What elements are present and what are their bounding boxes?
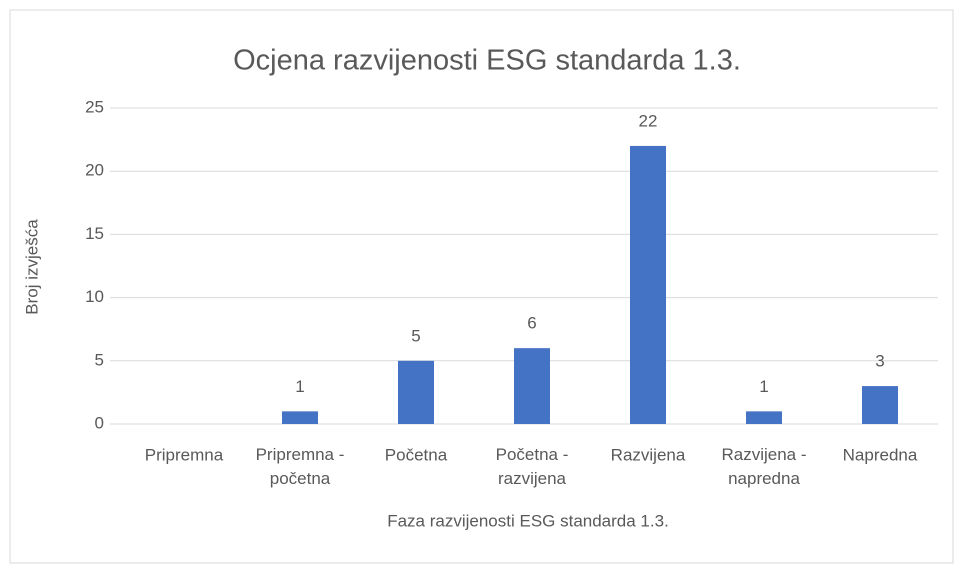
y-tick-label: 15 — [85, 224, 104, 243]
data-label: 22 — [639, 111, 658, 130]
x-tick-label: Početna — [385, 445, 448, 464]
x-tick-label: Pripremna -početna — [256, 445, 345, 488]
bar — [282, 411, 318, 424]
chart-border — [9, 9, 954, 564]
data-label: 3 — [875, 352, 884, 371]
bar — [514, 348, 550, 424]
y-tick-label: 10 — [85, 287, 104, 306]
data-label: 5 — [411, 326, 420, 345]
x-tick-label: Razvijena — [611, 445, 686, 464]
x-axis-title: Faza razvijenosti ESG standarda 1.3. — [387, 511, 669, 530]
data-label: 1 — [759, 377, 768, 396]
y-axis-title: Broj izvješća — [22, 219, 41, 315]
bar — [862, 386, 898, 424]
bar — [398, 360, 434, 424]
data-label: 6 — [527, 314, 536, 333]
y-tick-label: 25 — [85, 97, 104, 116]
x-tick-label: Napredna — [843, 445, 918, 464]
x-tick-label: Razvijena -napredna — [721, 445, 806, 488]
y-tick-label: 0 — [95, 413, 104, 432]
x-tick-label: Početna -razvijena — [496, 445, 569, 488]
y-tick-label: 20 — [85, 161, 104, 180]
y-tick-label: 5 — [95, 350, 104, 369]
x-tick-label: Pripremna — [145, 445, 224, 464]
bar — [630, 145, 666, 425]
bar — [746, 411, 782, 424]
chart-title: Ocjena razvijenosti ESG standarda 1.3. — [233, 45, 741, 77]
data-label: 1 — [295, 377, 304, 396]
